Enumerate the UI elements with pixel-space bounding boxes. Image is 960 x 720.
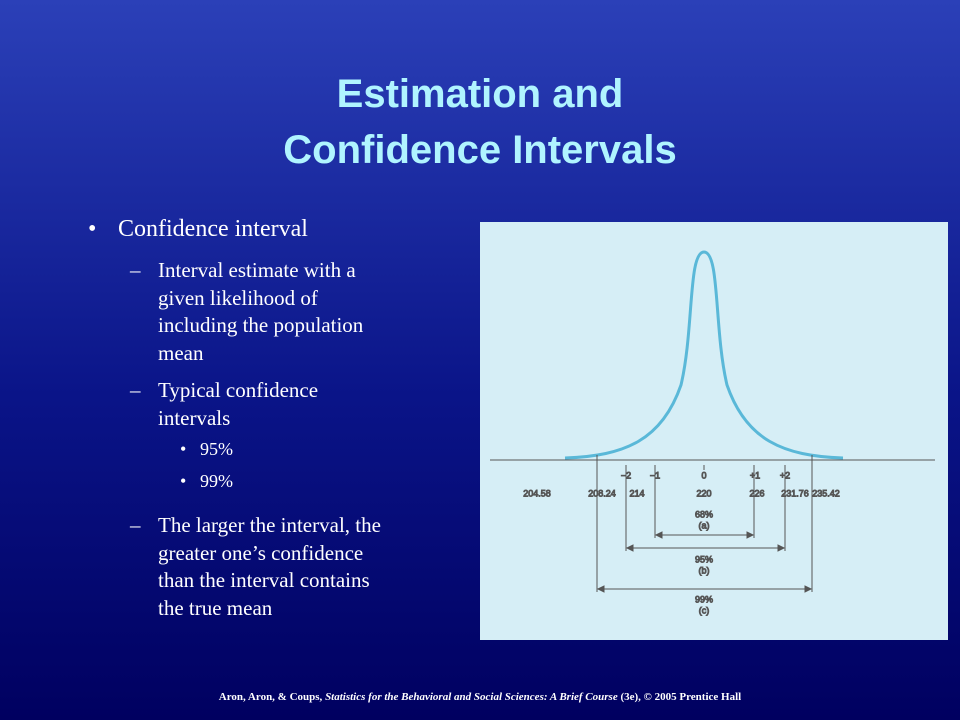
footer-book: Statistics for the Behavioral and Social… — [325, 691, 618, 703]
footer: Aron, Aron, & Coups, Statistics for the … — [0, 691, 960, 703]
interval-tag: (a) — [699, 520, 710, 530]
curve — [564, 250, 844, 460]
title-line: Confidence Intervals — [283, 128, 677, 172]
value-label: 231.76 — [781, 488, 809, 498]
item-line: Typical confidence — [158, 378, 319, 402]
figure-background — [480, 222, 948, 640]
dash-marker: – — [130, 258, 141, 282]
interval-percent: 99% — [695, 594, 713, 604]
arrow-head — [654, 531, 755, 539]
item-line: the true mean — [158, 595, 273, 620]
interval-percent: 68% — [695, 509, 713, 519]
value-label: 204.58 — [523, 488, 551, 498]
interval-tag: (c) — [699, 605, 710, 615]
sub-bullet-marker: • — [180, 471, 187, 491]
footer-authors: Aron, Aron, & Coups, — [218, 691, 323, 703]
value-label: 208.24 — [588, 488, 616, 498]
arrow-head — [625, 544, 786, 552]
item-line: mean — [158, 340, 204, 365]
value-label: 226 — [749, 488, 764, 498]
value-label: 235.42 — [812, 488, 840, 498]
bullet-text: Confidence interval — [118, 216, 308, 242]
item-line: including the population — [158, 313, 364, 337]
interval-tag: (b) — [699, 565, 710, 575]
footer-rest: (3e), © 2005 Prentice Hall — [620, 691, 742, 703]
sub-bullet-text: 99% — [200, 471, 233, 491]
item-line: intervals — [158, 405, 231, 430]
item-line: The larger the interval, the — [158, 513, 381, 537]
z-label: +1 — [750, 470, 760, 480]
sub-bullet-marker: • — [180, 439, 187, 459]
value-label: 214 — [629, 488, 644, 498]
sub-bullet-text: 95% — [200, 439, 233, 459]
interval-percent: 95% — [695, 554, 713, 564]
dash-marker: – — [130, 513, 141, 537]
arrow-head — [596, 585, 813, 593]
z-label: 0 — [701, 470, 706, 480]
item-line: Interval estimate with a — [158, 258, 356, 282]
item-line: greater one’s confidence — [158, 540, 364, 565]
title-line: Estimation and — [336, 72, 624, 116]
item-line: given likelihood of — [158, 285, 318, 310]
item-line: than the interval contains — [158, 568, 370, 592]
value-label: 220 — [696, 488, 711, 498]
dash-marker: – — [130, 378, 141, 402]
bullet-marker: • — [88, 216, 97, 242]
